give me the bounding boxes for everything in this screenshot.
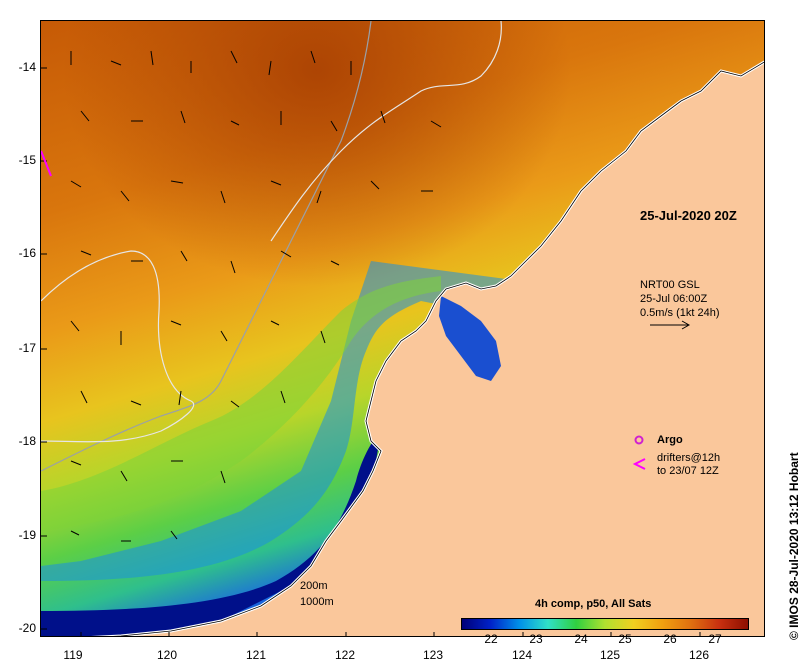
x-tick-2: 120	[156, 648, 178, 662]
deep-cold-band	[41, 431, 381, 636]
x-tick-3: 121	[245, 648, 267, 662]
current-scale-arrow-icon	[650, 320, 691, 330]
x-tick-7: 125	[599, 648, 621, 662]
green-front	[41, 276, 441, 531]
depth-1000m-label: 1000m	[300, 596, 334, 608]
colorbar-title: 4h comp, p50, All Sats	[535, 598, 652, 610]
x-tick-6: 124	[511, 648, 533, 662]
land	[121, 62, 764, 636]
sst-map-svg	[41, 21, 764, 636]
x-tick-5: 123	[422, 648, 444, 662]
isobath-1000m	[41, 250, 195, 443]
bay-water	[439, 296, 501, 381]
cold-coastal-band	[41, 261, 541, 636]
current-scale-label: 0.5m/s (1kt 24h)	[640, 307, 720, 319]
isobath-200m	[41, 21, 372, 472]
credit-text: © IMOS 28-Jul-2020 13:12 Hobart	[787, 452, 801, 640]
argo-icon	[634, 435, 644, 445]
colorbar-tick-24: 24	[574, 632, 588, 646]
y-tick-1: -14	[18, 60, 36, 74]
current-time-label: 25-Jul 06:00Z	[640, 293, 708, 305]
current-model-label: NRT00 GSL	[640, 279, 700, 291]
y-tick-6: -19	[18, 528, 36, 542]
y-tick-2: -15	[18, 153, 36, 167]
colorbar-tick-23: 23	[529, 632, 543, 646]
x-tick-4: 122	[334, 648, 356, 662]
isobath-1000m-north	[270, 21, 502, 242]
depth-200m-label: 200m	[300, 580, 328, 592]
drifters-label-line1: drifters@12h	[657, 452, 721, 464]
colorbar-tick-25: 25	[618, 632, 632, 646]
colorbar-tick-26: 26	[663, 632, 677, 646]
timestamp-label: 25-Jul-2020 20Z	[640, 208, 737, 223]
drifter-track	[41, 150, 52, 177]
colorbar	[461, 618, 749, 630]
current-vectors	[70, 50, 442, 542]
x-tick-8: 126	[688, 648, 710, 662]
y-tick-5: -18	[18, 434, 36, 448]
drifter-icon	[632, 458, 646, 470]
argo-label: Argo	[657, 434, 683, 446]
copyright-symbol: ©	[787, 631, 801, 640]
colorbar-tick-27: 27	[708, 632, 722, 646]
credit-label: IMOS 28-Jul-2020 13:12 Hobart	[787, 452, 801, 628]
y-tick-3: -16	[18, 246, 36, 260]
x-tick-1: 119	[63, 648, 83, 662]
y-tick-4: -17	[18, 341, 36, 355]
y-tick-7: -20	[18, 621, 36, 635]
sst-map	[40, 20, 765, 637]
colorbar-tick-22: 22	[484, 632, 498, 646]
drifters-label-line2: to 23/07 12Z	[657, 465, 719, 477]
coastline-outline	[112, 61, 764, 636]
